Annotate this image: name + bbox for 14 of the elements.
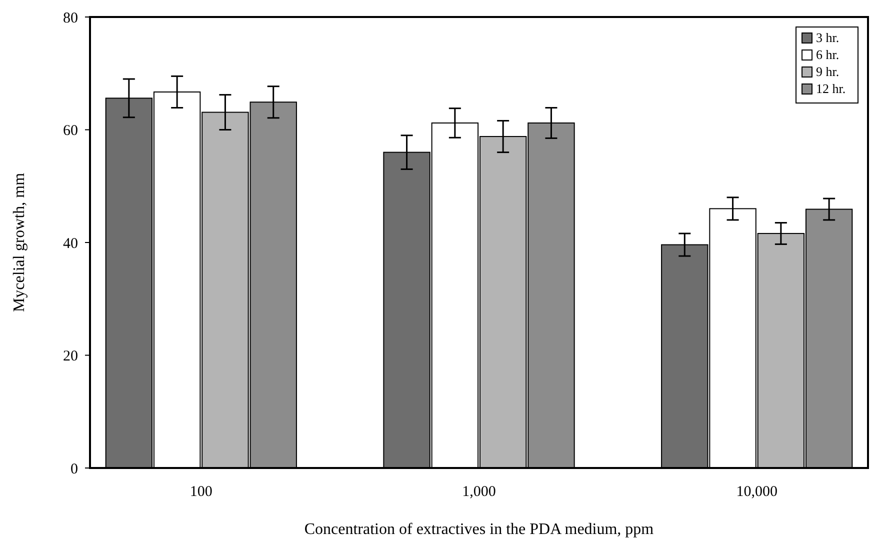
y-axis-title: Mycelial growth, mm — [11, 172, 28, 312]
y-tick-label: 80 — [63, 10, 78, 26]
x-tick-label: 10,000 — [736, 484, 778, 500]
legend-label: 12 hr. — [816, 81, 846, 96]
y-tick-label: 0 — [70, 461, 78, 478]
legend-label: 6 hr. — [816, 47, 840, 62]
y-tick-label: 20 — [63, 348, 78, 364]
x-axis-title: Concentration of extractives in the PDA medium, ppm — [304, 521, 654, 538]
legend-label: 3 hr. — [816, 30, 840, 45]
x-tick-label: 100 — [190, 484, 212, 500]
y-tick-label: 40 — [63, 236, 78, 252]
x-tick-label: 1,000 — [462, 484, 496, 500]
legend-label: 9 hr. — [816, 64, 840, 79]
y-tick-label: 60 — [63, 123, 78, 139]
